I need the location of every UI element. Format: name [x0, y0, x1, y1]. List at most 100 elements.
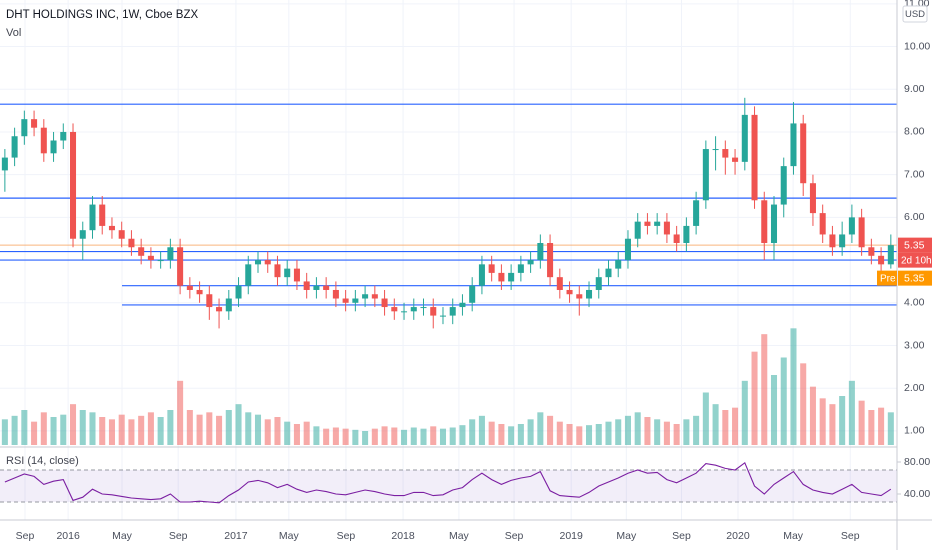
volume-bar — [206, 412, 213, 445]
candle-body — [70, 131, 77, 239]
candle-body — [186, 285, 193, 290]
y-tick-label: 4.00 — [904, 297, 925, 309]
candle-body — [693, 200, 700, 226]
candle-body — [449, 307, 456, 316]
candle-body — [157, 260, 164, 262]
y-tick-label: 9.00 — [904, 83, 925, 95]
x-tick-label: May — [449, 530, 470, 542]
volume-bar — [858, 400, 865, 445]
candle-body — [673, 234, 680, 243]
rsi-band-fill — [0, 470, 897, 502]
candle-body — [128, 238, 135, 248]
volume-bar — [868, 410, 875, 445]
x-tick-label: May — [279, 530, 300, 542]
y-tick-label: 8.00 — [904, 126, 925, 138]
y-tick-label: 7.00 — [904, 168, 925, 180]
volume-bar — [702, 392, 709, 445]
volume-bar — [488, 421, 495, 445]
rsi-layer — [0, 461, 897, 504]
candle-body — [303, 281, 310, 290]
candle-body — [264, 260, 271, 265]
volume-bar — [576, 426, 583, 445]
volume-bar — [839, 396, 846, 445]
volume-bar — [70, 404, 77, 445]
volume-bar — [770, 375, 778, 445]
candle-body — [410, 307, 417, 312]
premarket-price-tag — [898, 270, 932, 286]
candle-body — [138, 247, 145, 256]
candle-body — [245, 264, 252, 286]
candle-body — [624, 238, 631, 261]
candle-body — [167, 247, 174, 261]
volume-bar — [878, 407, 885, 445]
currency[interactable]: USD — [905, 9, 925, 20]
candle-body — [274, 264, 281, 278]
candle-body — [780, 166, 787, 205]
x-tick-label: 2017 — [224, 530, 248, 542]
rsi-tick-label: 80.00 — [904, 456, 930, 468]
volume-bar — [498, 424, 505, 445]
candle-body — [284, 268, 291, 278]
candle-body — [839, 234, 846, 248]
last-price-tag — [898, 237, 932, 253]
candle-body — [615, 260, 622, 269]
volume-bar — [469, 419, 476, 445]
candle-body — [147, 255, 154, 261]
candle-body — [644, 221, 651, 226]
candle-body — [809, 183, 816, 214]
volume-bar — [556, 421, 563, 445]
candle-body — [381, 298, 388, 308]
volume-bar — [663, 421, 670, 445]
volume-bar — [177, 380, 184, 445]
volume-bar — [11, 415, 18, 445]
volume-bar — [401, 429, 408, 445]
candle-body — [225, 298, 232, 312]
volume-bar — [430, 426, 437, 445]
volume-bar — [118, 414, 125, 445]
candle-body — [858, 217, 865, 248]
candle-body — [50, 140, 57, 154]
candle-body — [332, 289, 339, 299]
y-tick-label: 10.00 — [904, 40, 930, 52]
volume-bar — [761, 334, 768, 445]
volume-bar — [780, 357, 787, 445]
volume-bar — [800, 363, 807, 445]
volume-bar — [313, 426, 320, 445]
x-tick-label: 2020 — [726, 530, 750, 542]
volume-bar — [147, 412, 154, 445]
volume-bar — [128, 419, 135, 445]
volume-bar — [732, 407, 739, 445]
candle-body — [401, 311, 408, 313]
volume-bar — [254, 414, 262, 445]
volume-bar — [352, 429, 359, 445]
candle-body — [79, 230, 86, 239]
volume-bar — [634, 412, 641, 445]
x-tick-label: Sep — [841, 530, 860, 542]
candle-body — [547, 242, 554, 278]
volume-bar — [712, 404, 719, 445]
candle-body — [712, 149, 719, 151]
currency-badge[interactable] — [902, 5, 928, 23]
volume-bar — [323, 428, 330, 445]
y-tick-label: 11.00 — [904, 0, 930, 10]
volume-bar — [517, 424, 524, 445]
volume-bar — [508, 426, 515, 445]
volume-bar — [566, 424, 573, 445]
candle-body — [819, 213, 826, 235]
candle-body — [206, 294, 213, 308]
candle-body — [868, 247, 875, 256]
candle-body — [800, 123, 807, 184]
volume-bar — [439, 428, 447, 445]
candle-body — [235, 285, 242, 299]
candle-body — [537, 242, 544, 261]
volume-bar — [683, 419, 690, 445]
volume-bar — [673, 424, 680, 445]
candles-layer — [1, 97, 894, 329]
volume-bar — [449, 427, 456, 445]
candle-body — [118, 230, 125, 239]
candle-body — [566, 289, 573, 295]
rsi-tick-label: 40.00 — [904, 488, 930, 500]
